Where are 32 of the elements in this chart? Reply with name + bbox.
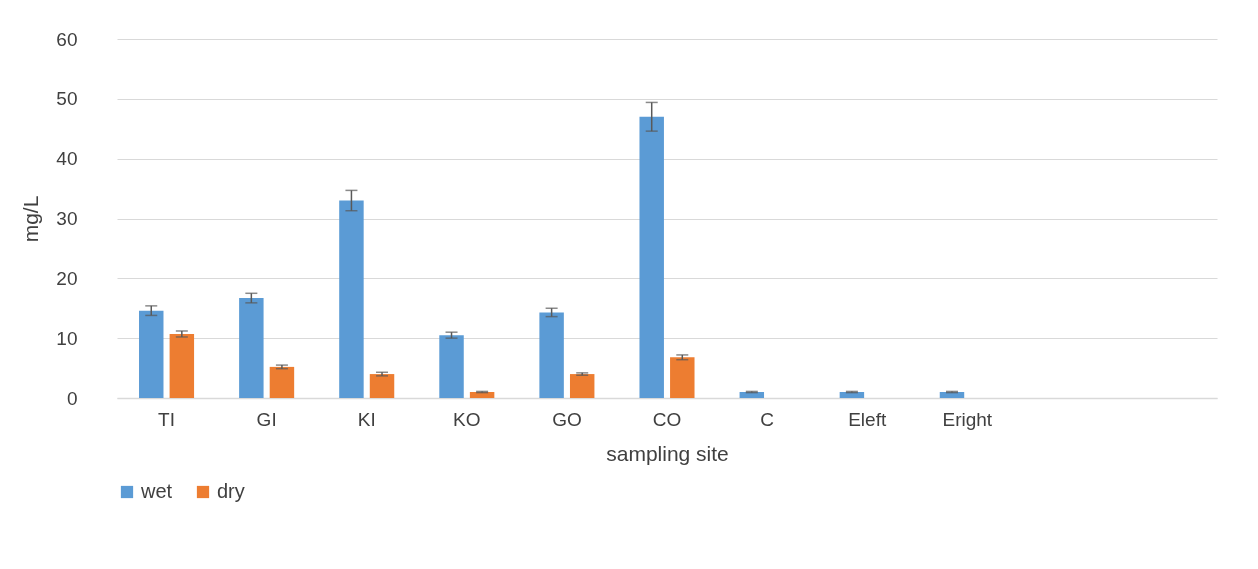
- x-tick-label: TI: [158, 408, 175, 430]
- y-tick-label: 60: [56, 28, 78, 50]
- bar: [339, 200, 364, 398]
- x-tick-label: GI: [256, 408, 277, 430]
- bar: [369, 374, 395, 398]
- y-tick-label: 0: [66, 387, 78, 409]
- y-tick-label: 10: [56, 327, 78, 349]
- bar: [239, 298, 264, 398]
- x-tick-label: CO: [652, 408, 682, 430]
- bar: [739, 392, 765, 398]
- y-axis-title: mg/L: [19, 195, 43, 243]
- bar: [139, 310, 164, 398]
- legend-label: wet: [140, 480, 173, 502]
- y-tick-label: 20: [56, 267, 78, 289]
- x-tick-label: KO: [453, 408, 481, 430]
- x-tick-label: KI: [357, 408, 376, 430]
- legend-label: dry: [217, 480, 245, 502]
- bar: [269, 366, 295, 398]
- y-tick-label: 50: [56, 88, 78, 110]
- x-tick-label: C: [760, 408, 774, 430]
- x-tick-label: Eright: [942, 408, 993, 430]
- bar: [539, 312, 564, 398]
- x-tick-label: Eleft: [848, 408, 887, 430]
- y-tick-label: 40: [56, 148, 78, 170]
- bar: [639, 116, 664, 398]
- x-tick-label: GO: [552, 408, 582, 430]
- x-axis-title: sampling site: [606, 441, 729, 465]
- bar: [469, 392, 495, 398]
- bar: [569, 374, 595, 398]
- bar: [839, 392, 865, 398]
- bar: [939, 392, 965, 398]
- y-tick-label: 30: [56, 208, 78, 229]
